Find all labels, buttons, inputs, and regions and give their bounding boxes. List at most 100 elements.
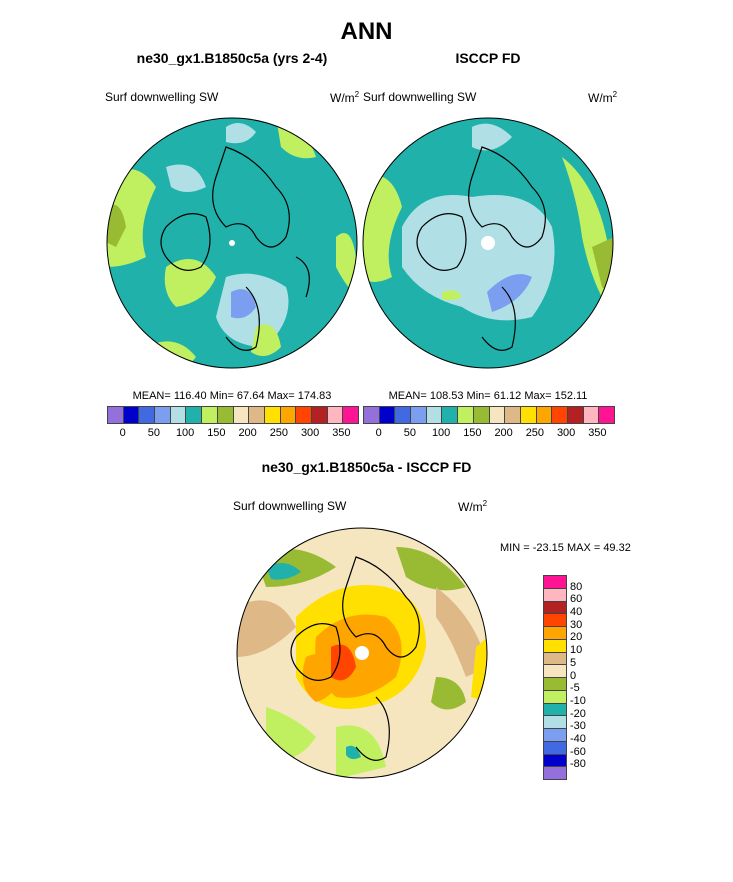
map-observations bbox=[362, 117, 614, 369]
colorbar-left-swatch bbox=[311, 407, 328, 423]
colorbar-diff-swatch bbox=[544, 601, 566, 615]
panel-left-stats: MEAN= 116.40 Min= 67.64 Max= 174.83 bbox=[132, 390, 332, 402]
colorbar-tick-label: 350 bbox=[588, 427, 607, 439]
colorbar-right-swatch bbox=[599, 407, 614, 423]
colorbar-left-swatch bbox=[280, 407, 297, 423]
colorbar-left-swatch bbox=[296, 407, 312, 423]
colorbar-left-swatch bbox=[233, 407, 250, 423]
colorbar-diff-swatch bbox=[544, 627, 566, 640]
colorbar-left-swatch bbox=[327, 407, 344, 423]
colorbar-tick-label: -5 bbox=[570, 682, 580, 695]
colorbar-right-swatch bbox=[505, 407, 521, 423]
colorbar-tick-label: 150 bbox=[207, 427, 226, 439]
colorbar-right-swatch bbox=[583, 407, 600, 423]
units-text: W/m bbox=[330, 91, 355, 105]
colorbar-diff-swatch bbox=[544, 665, 566, 678]
colorbar-diff-swatch bbox=[544, 588, 566, 602]
colorbar-tick-label: 200 bbox=[238, 427, 257, 439]
units-sup: 2 bbox=[612, 90, 618, 99]
panel-left-units: W/m2 bbox=[330, 90, 359, 105]
units-text: W/m bbox=[588, 91, 613, 105]
diff-stats: MIN = -23.15 MAX = 49.32 bbox=[500, 542, 631, 554]
colorbar-tick-label: 50 bbox=[403, 427, 416, 439]
colorbar-tick-label: 50 bbox=[147, 427, 160, 439]
colorbar-left-swatch bbox=[108, 407, 124, 423]
colorbar-right-swatch bbox=[364, 407, 380, 423]
colorbar-diff-swatch bbox=[544, 614, 566, 627]
colorbar-right-swatch bbox=[411, 407, 427, 423]
colorbar-tick-label: 300 bbox=[556, 427, 576, 439]
colorbar-diff-swatch bbox=[544, 690, 566, 704]
panel-right-title: ISCCP FD bbox=[455, 50, 521, 66]
units-sup: 2 bbox=[354, 90, 360, 99]
colorbar-tick-label: 20 bbox=[570, 631, 583, 644]
colorbar-tick-label: 5 bbox=[570, 656, 577, 669]
panel-right-variable: Surf downwelling SW bbox=[363, 90, 477, 104]
colorbar-right-swatch bbox=[536, 407, 553, 423]
colorbar-tick-label: 0 bbox=[375, 427, 382, 439]
colorbar-tick-label: 250 bbox=[525, 427, 545, 439]
colorbar-right-swatch bbox=[473, 407, 490, 423]
colorbar-tick-label: 300 bbox=[300, 427, 320, 439]
colorbar-tick-label: 100 bbox=[175, 427, 195, 439]
colorbar-right-swatch bbox=[552, 407, 568, 423]
colorbar-tick-label: 250 bbox=[269, 427, 289, 439]
map-model bbox=[106, 117, 358, 369]
colorbar-tick-label: 150 bbox=[463, 427, 482, 439]
colorbar-left-swatch bbox=[155, 407, 171, 423]
colorbar-right-swatch bbox=[520, 407, 537, 423]
diff-variable: Surf downwelling SW bbox=[233, 499, 347, 513]
colorbar-left-swatch bbox=[139, 407, 156, 423]
colorbar-left-swatch bbox=[202, 407, 218, 423]
colorbar-left-swatch bbox=[249, 407, 265, 423]
colorbar-diff-swatch bbox=[544, 652, 566, 666]
colorbar-tick-label: 100 bbox=[431, 427, 451, 439]
colorbar-tick-label: 10 bbox=[570, 644, 583, 657]
colorbar-diff-swatch bbox=[544, 767, 566, 779]
diff-title: ne30_gx1.B1850c5a - ISCCP FD bbox=[261, 459, 472, 475]
colorbar-right-swatch bbox=[489, 407, 506, 423]
colorbar-diff-swatch bbox=[544, 729, 566, 742]
colorbar-tick-label: 350 bbox=[332, 427, 351, 439]
colorbar-right-swatch bbox=[395, 407, 412, 423]
colorbar-left-swatch bbox=[186, 407, 203, 423]
map-difference bbox=[236, 527, 488, 779]
colorbar-right-swatch bbox=[426, 407, 443, 423]
colorbar-left-swatch bbox=[170, 407, 187, 423]
colorbar-tick-label: 200 bbox=[494, 427, 513, 439]
colorbar-tick-label: -20 bbox=[570, 707, 586, 720]
figure-title: ANN bbox=[340, 18, 393, 45]
units-text: W/m bbox=[458, 500, 483, 514]
colorbar-right bbox=[363, 406, 615, 424]
panel-left-variable: Surf downwelling SW bbox=[105, 90, 219, 104]
colorbar-tick-label: 40 bbox=[570, 606, 583, 619]
colorbar-tick-label: 0 bbox=[570, 669, 577, 682]
colorbar-tick-label: -60 bbox=[570, 745, 586, 758]
panel-right-units: W/m2 bbox=[588, 90, 617, 105]
colorbar-left-swatch bbox=[123, 407, 140, 423]
colorbar-left-swatch bbox=[264, 407, 281, 423]
diff-units: W/m2 bbox=[458, 499, 487, 514]
colorbar-diff-swatch bbox=[544, 703, 566, 717]
colorbar-diff-swatch bbox=[544, 576, 566, 589]
colorbar-diff-swatch bbox=[544, 716, 566, 729]
colorbar-tick-label: 60 bbox=[570, 593, 583, 606]
panel-right-stats: MEAN= 108.53 Min= 61.12 Max= 152.11 bbox=[388, 390, 588, 402]
colorbar-right-swatch bbox=[458, 407, 474, 423]
colorbar-left-swatch bbox=[343, 407, 358, 423]
colorbar-tick-label: -10 bbox=[570, 694, 586, 707]
colorbar-diff-swatch bbox=[544, 741, 566, 755]
colorbar-tick-label: -30 bbox=[570, 720, 586, 733]
colorbar-diff-swatch bbox=[544, 754, 566, 768]
colorbar-right-swatch bbox=[379, 407, 396, 423]
colorbar-diff bbox=[543, 575, 567, 780]
colorbar-tick-label: 80 bbox=[570, 580, 583, 593]
colorbar-tick-label: 0 bbox=[119, 427, 126, 439]
units-sup: 2 bbox=[482, 499, 488, 508]
colorbar-left-swatch bbox=[217, 407, 234, 423]
colorbar-diff-swatch bbox=[544, 678, 566, 691]
colorbar-right-swatch bbox=[442, 407, 459, 423]
colorbar-tick-label: -40 bbox=[570, 732, 586, 745]
colorbar-tick-label: -80 bbox=[570, 758, 586, 771]
